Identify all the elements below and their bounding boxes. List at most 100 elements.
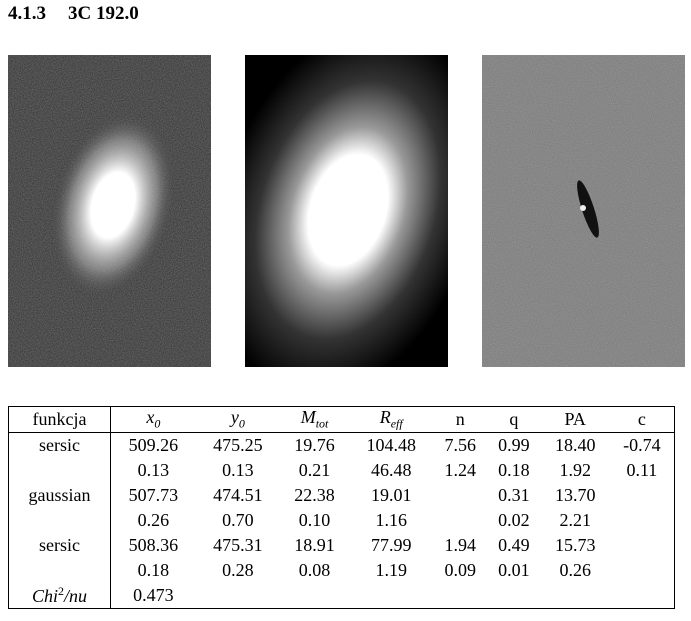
table-cell: 1.19 (375, 560, 407, 580)
table-row: 0.18 0.28 0.08 1.19 0.09 0.01 0.26 (8, 558, 675, 583)
cell-text: PA (564, 409, 586, 429)
superscript: 2 (58, 584, 64, 598)
table-cell (8, 558, 111, 583)
table-row: Chi2/nu 0.473 (8, 583, 675, 609)
header-cell: n (433, 406, 488, 433)
table-cell: 0.11 (626, 460, 658, 480)
header-cell: PA (540, 406, 610, 433)
table-cell: 19.01 (370, 485, 412, 505)
residual-image (482, 55, 685, 367)
header-cell: x0 (110, 406, 196, 433)
table-cell: 2.21 (559, 510, 591, 530)
table-cell (8, 508, 111, 533)
table-cell: 18.40 (554, 435, 596, 455)
fit-table: funkcja x0 y0 Mtot Reff n q PA c sersic 509.26 475.… (8, 406, 675, 609)
section-number: 4.1.3 (8, 3, 46, 24)
subscript: eff (390, 416, 403, 431)
header-cell: q (487, 406, 541, 433)
table-cell (610, 483, 675, 508)
table-cell: 13.70 (554, 485, 596, 505)
table-cell: 0.49 (498, 535, 530, 555)
header-cell: y0 (195, 406, 281, 433)
table-cell: 19.76 (294, 435, 335, 455)
table-cell: 0.10 (298, 510, 331, 530)
table-row: 0.13 0.13 0.21 46.48 1.24 0.18 1.92 0.11 (8, 458, 675, 483)
table-cell (196, 583, 280, 609)
table-cell: 0.70 (222, 510, 254, 530)
table-cell (610, 533, 675, 558)
table-cell: 474.51 (213, 485, 263, 505)
table-cell: 104.48 (366, 435, 416, 455)
cell-text: R (379, 407, 391, 428)
cell-text: /nu (64, 586, 88, 606)
table-cell: 15.73 (554, 535, 596, 555)
table-cell: 0.473 (133, 585, 174, 605)
cell-text: x (146, 407, 155, 428)
table-cell (433, 483, 487, 508)
cell-text: Chi (31, 586, 58, 606)
table-cell: 1.92 (559, 460, 591, 480)
table-cell (610, 508, 675, 533)
table-cell (610, 583, 675, 609)
table-cell: gaussian (8, 483, 111, 508)
table-cell: 0.09 (444, 560, 476, 580)
cell-text: funkcja (32, 409, 87, 429)
table-cell: 1.16 (375, 510, 407, 530)
table-cell: 46.48 (370, 460, 412, 480)
table-cell: -0.74 (623, 435, 661, 455)
cell-text: n (455, 409, 465, 429)
table-cell: 77.99 (370, 535, 412, 555)
cell-text: c (637, 409, 646, 429)
table-cell: 0.99 (498, 435, 530, 455)
table-cell: 509.26 (128, 435, 179, 455)
subscript: 0 (154, 416, 161, 431)
table-row: sersic 508.36 475.31 18.91 77.99 1.94 0.49 15.7… (8, 533, 675, 558)
table-row: sersic 509.26 475.25 19.76 104.48 7.56 0.99 18.… (8, 432, 675, 458)
table-cell: 0.18 (137, 560, 170, 580)
cell-text: q (509, 409, 519, 429)
table-cell: 0.02 (498, 510, 530, 530)
subscript: 0 (238, 416, 245, 431)
section-heading: 4.1.3 3C 192.0 (8, 3, 139, 25)
table-cell: 0.18 (498, 460, 530, 480)
table-cell: sersic (8, 432, 111, 458)
table-cell: 7.56 (444, 435, 476, 455)
table-cell: 0.28 (222, 560, 254, 580)
header-cell: c (609, 406, 675, 433)
model-image (245, 55, 448, 367)
table-cell (8, 458, 111, 483)
cell-text: M (300, 407, 316, 428)
header-cell: funkcja (8, 406, 111, 433)
table-cell: 0.26 (559, 560, 591, 580)
table-cell: 0.01 (498, 560, 530, 580)
table-row: gaussian 507.73 474.51 22.38 19.01 0.31 13.70 (8, 483, 675, 508)
table-cell: 0.13 (137, 460, 170, 480)
table-cell (541, 583, 610, 609)
table-cell: 475.25 (213, 435, 263, 455)
table-cell: 507.73 (128, 485, 179, 505)
subscript: tot (315, 416, 329, 431)
table-cell: 0.08 (298, 560, 331, 580)
table-cell (610, 558, 675, 583)
table-cell: 1.24 (444, 460, 476, 480)
table-cell: Chi2/nu (8, 583, 111, 609)
section-title: 3C 192.0 (68, 3, 139, 24)
table-cell (433, 583, 487, 609)
table-cell: 475.31 (213, 535, 263, 555)
table-cell: 0.13 (222, 460, 254, 480)
table-cell: 0.31 (498, 485, 530, 505)
table-cell: 0.21 (298, 460, 331, 480)
table-cell (433, 508, 487, 533)
table-cell: sersic (8, 533, 111, 558)
table-cell: 508.36 (128, 535, 179, 555)
table-cell: 1.94 (444, 535, 476, 555)
header-cell: Reff (349, 406, 434, 433)
table-cell: 0.26 (137, 510, 170, 530)
table-cell: 18.91 (294, 535, 335, 555)
cell-text: y (230, 407, 239, 428)
table-cell (487, 583, 541, 609)
table-cell (349, 583, 433, 609)
table-cell: 22.38 (294, 485, 335, 505)
table-row: 0.26 0.70 0.10 1.16 0.02 2.21 (8, 508, 675, 533)
